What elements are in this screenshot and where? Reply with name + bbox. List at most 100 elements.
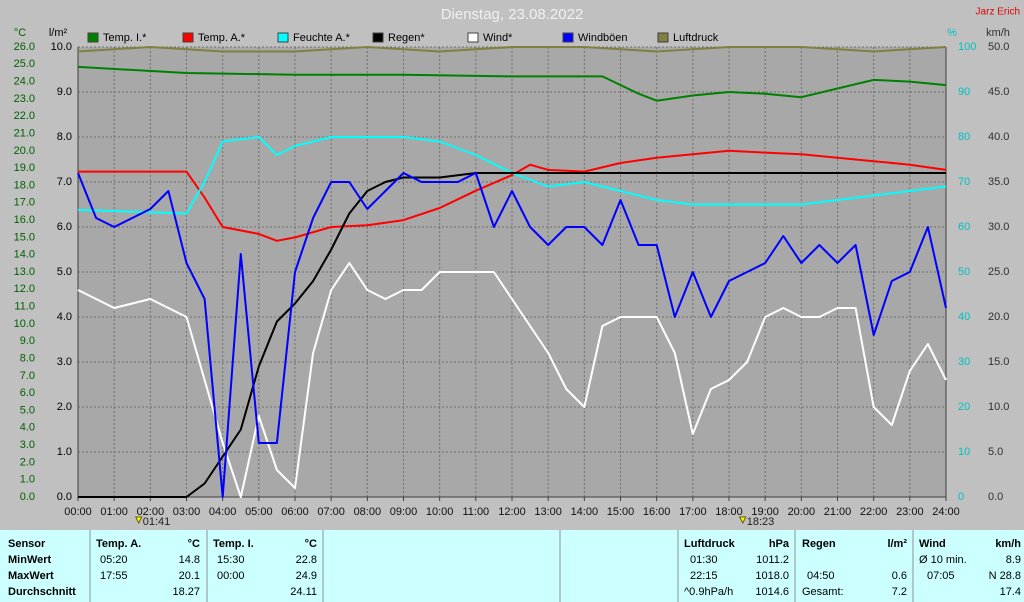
stats-table: Sensor MinWert MaxWert Durchschnitt Temp… <box>0 530 1024 602</box>
x-tick-label: 20:00 <box>788 506 816 518</box>
legend-label: Temp. A.* <box>198 32 246 44</box>
cell: l/m² <box>887 538 907 550</box>
x-tick-label: 09:00 <box>390 506 418 518</box>
x-tick-label: 05:00 <box>245 506 273 518</box>
cell: 24.9 <box>296 570 317 582</box>
cell: 1014.6 <box>755 586 789 598</box>
y-tick-label: 9.0 <box>20 335 35 347</box>
x-tick-label: 15:00 <box>607 506 635 518</box>
cell: 0.6 <box>892 570 907 582</box>
cell: 20.1 <box>179 570 200 582</box>
y-tick-label: 15.0 <box>14 231 35 243</box>
series-line <box>78 149 947 242</box>
x-tick-label: 08:00 <box>354 506 382 518</box>
legend-label: Regen* <box>388 32 425 44</box>
cell: 24.11 <box>290 586 317 598</box>
cell: Temp. A. <box>96 538 141 550</box>
y-tick-label: 6.0 <box>20 387 35 399</box>
legend-label: Windböen <box>578 32 628 44</box>
y-tick-label: 26.0 <box>14 41 35 53</box>
y2-tick-label: 4.0 <box>57 311 72 323</box>
y3-tick-label: 60 <box>958 221 970 233</box>
legend-swatch <box>277 32 289 43</box>
y-tick-label: 5.0 <box>20 404 35 416</box>
y-tick-label: 10.0 <box>14 318 35 330</box>
y-tick-label: 0.0 <box>20 491 35 503</box>
x-tick-label: 13:00 <box>534 506 562 518</box>
series-line <box>78 172 946 498</box>
cell: 1011.2 <box>756 554 789 566</box>
legend-label: Feuchte A.* <box>293 32 351 44</box>
y3-tick-label: 90 <box>958 86 970 98</box>
legend-label: Luftdruck <box>673 32 719 44</box>
cell: MinWert <box>8 554 52 566</box>
cell: km/h <box>995 538 1021 550</box>
y3-tick-label: 0 <box>958 491 964 503</box>
cell: 05:20 <box>100 554 128 566</box>
y-tick-label: 11.0 <box>14 301 35 313</box>
legend-swatch <box>657 32 669 43</box>
series-line <box>77 172 947 498</box>
x-tick-label: 03:00 <box>173 506 201 518</box>
y2-tick-label: 10.0 <box>51 41 72 53</box>
y4-tick-label: 45.0 <box>988 86 1009 98</box>
y-tick-label: 22.0 <box>14 110 35 122</box>
y-tick-label: 18.0 <box>14 179 35 191</box>
x-tick-label: 17:00 <box>679 506 707 518</box>
y4-tick-label: 25.0 <box>988 266 1009 278</box>
x-tick-label: 22:00 <box>860 506 888 518</box>
y2-tick-label: 3.0 <box>57 356 72 368</box>
y-tick-label: 1.0 <box>20 474 35 486</box>
y-tick-label: 2.0 <box>20 456 35 468</box>
cell: 01:30 <box>690 554 718 566</box>
annotation-marker <box>738 516 747 525</box>
x-tick-label: 11:00 <box>462 506 489 518</box>
y3-tick-label: 100 <box>958 41 976 53</box>
series-line <box>77 65 947 102</box>
x-tick-label: 04:00 <box>209 506 237 518</box>
y3-tick-label: 70 <box>958 176 970 188</box>
y-tick-label: 3.0 <box>20 439 35 451</box>
y-tick-label: 16.0 <box>14 214 35 226</box>
cell: °C <box>305 538 317 550</box>
series-line <box>77 46 947 53</box>
cell: hPa <box>769 538 790 550</box>
x-tick-label: 02:00 <box>137 506 165 518</box>
x-tick-label: 01:00 <box>100 506 128 518</box>
cell: Wind <box>919 538 946 550</box>
cell: 14.8 <box>179 554 200 566</box>
cell: 17.4 <box>1000 586 1021 598</box>
x-tick-label: 07:00 <box>317 506 345 518</box>
y2-axis-title: l/m² <box>49 27 68 39</box>
cell: Gesamt: <box>802 586 844 598</box>
y-tick-label: 13.0 <box>14 266 35 278</box>
y4-tick-label: 35.0 <box>988 176 1009 188</box>
y2-tick-label: 9.0 <box>57 86 72 98</box>
y-tick-label: 4.0 <box>20 422 35 434</box>
y2-tick-label: 1.0 <box>57 446 72 458</box>
table-dividers <box>89 530 914 602</box>
y4-tick-label: 5.0 <box>988 446 1003 458</box>
cell: 22.8 <box>296 554 317 566</box>
y3-tick-label: 10 <box>958 446 970 458</box>
y2-tick-label: 8.0 <box>57 131 72 143</box>
y4-tick-label: 0.0 <box>988 491 1003 503</box>
x-tick-label: 14:00 <box>571 506 599 518</box>
annotation-marker <box>134 516 143 525</box>
annotation-label: 01:41 <box>143 516 171 528</box>
y-tick-label: 14.0 <box>14 249 35 261</box>
cell: °C <box>188 538 200 550</box>
cell: 00:00 <box>217 570 245 582</box>
cell: Sensor <box>8 538 46 550</box>
y2-tick-label: 6.0 <box>57 221 72 233</box>
x-tick-label: 24:00 <box>932 506 960 518</box>
y2-tick-label: 7.0 <box>57 176 72 188</box>
y-tick-label: 24.0 <box>14 76 35 88</box>
x-tick-label: 18:00 <box>715 506 743 518</box>
cell: 04:50 <box>807 570 835 582</box>
y4-tick-label: 15.0 <box>988 356 1009 368</box>
legend-label: Temp. I.* <box>103 32 147 44</box>
legend-label: Wind* <box>483 32 513 44</box>
y-tick-label: 8.0 <box>20 352 35 364</box>
